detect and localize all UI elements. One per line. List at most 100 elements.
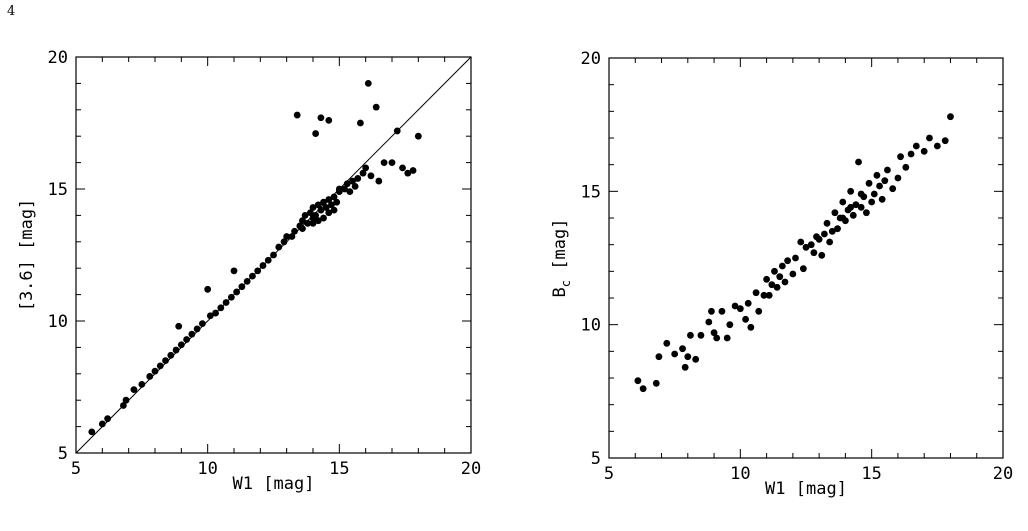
- data-point: [868, 198, 876, 206]
- data-point: [692, 355, 700, 363]
- panel-right: 5 10 15 20 5 10 15 20 W1 [mag] Bc [mag]: [550, 49, 1013, 499]
- page-number: 4: [7, 4, 16, 19]
- data-point: [776, 273, 784, 281]
- data-point: [839, 198, 847, 206]
- data-point: [747, 323, 755, 331]
- data-point: [330, 193, 338, 201]
- data-point: [325, 196, 333, 203]
- data-point: [230, 267, 238, 275]
- x-tick-label: 20: [993, 464, 1013, 484]
- data-point: [876, 182, 883, 190]
- data-point: [317, 114, 325, 122]
- data-point: [409, 167, 417, 174]
- data-point: [773, 283, 781, 291]
- data-point: [907, 150, 915, 158]
- data-point: [293, 111, 301, 119]
- data-point: [826, 238, 834, 246]
- data-point: [204, 285, 212, 293]
- data-point: [325, 116, 333, 124]
- data-point: [333, 198, 341, 206]
- data-point: [687, 331, 694, 339]
- data-point: [288, 233, 296, 240]
- data-point: [697, 331, 705, 339]
- data-point: [349, 177, 356, 185]
- data-point: [259, 262, 267, 269]
- data-point: [375, 177, 383, 185]
- data-point: [193, 325, 201, 333]
- data-point: [122, 396, 130, 404]
- data-point: [870, 190, 878, 198]
- x-tick-label: 10: [730, 464, 750, 484]
- data-point: [188, 330, 196, 338]
- x-tick-label: 5: [71, 459, 81, 479]
- data-point: [243, 278, 251, 285]
- data-point: [177, 341, 185, 349]
- data-point: [380, 159, 388, 167]
- data-point: [839, 214, 847, 222]
- data-point: [671, 350, 679, 358]
- y-tick-label: 5: [58, 444, 68, 464]
- y-tick-label: 20: [48, 48, 68, 68]
- data-point: [857, 190, 865, 198]
- data-point: [254, 267, 262, 275]
- plot-frame: [75, 56, 472, 454]
- data-point: [362, 164, 370, 172]
- data-point: [894, 174, 902, 182]
- data-point: [897, 153, 904, 161]
- data-point: [304, 219, 312, 227]
- data-point: [393, 127, 401, 135]
- data-point: [199, 320, 206, 328]
- x-axis-label: W1 [mag]: [233, 474, 315, 494]
- data-point: [291, 227, 298, 235]
- data-point: [807, 241, 815, 249]
- data-point: [162, 357, 169, 364]
- data-point: [283, 233, 291, 240]
- data-point: [120, 402, 127, 409]
- data-point: [926, 134, 933, 142]
- data-point: [755, 307, 763, 315]
- data-point: [322, 204, 330, 211]
- data-point: [227, 293, 235, 301]
- data-point: [873, 171, 881, 179]
- data-point: [183, 336, 191, 343]
- data-point: [823, 219, 831, 227]
- data-point: [249, 272, 256, 280]
- y-axis-label: Bc [mag]: [550, 219, 573, 298]
- data-point: [818, 251, 826, 259]
- data-point: [404, 169, 412, 177]
- data-point: [172, 346, 180, 354]
- data-point: [341, 185, 348, 193]
- data-point: [357, 119, 364, 127]
- y-tick-label: 10: [48, 312, 68, 332]
- data-point: [206, 312, 214, 320]
- data-point: [731, 302, 739, 310]
- data-point: [831, 209, 839, 217]
- data-point: [175, 322, 183, 330]
- data-point: [771, 267, 778, 275]
- data-point: [138, 380, 146, 388]
- data-point: [857, 203, 865, 211]
- data-point: [736, 305, 744, 313]
- data-point: [828, 227, 836, 235]
- data-point: [367, 172, 375, 180]
- data-point: [884, 166, 891, 174]
- data-point: [705, 318, 713, 326]
- data-point: [742, 315, 749, 323]
- data-point: [820, 230, 828, 238]
- data-point: [320, 214, 327, 222]
- data-point: [330, 206, 338, 214]
- data-point: [933, 142, 941, 150]
- y-tick-label: 5: [591, 449, 601, 469]
- y-tick-label: 15: [581, 182, 601, 202]
- y-tick-label: 15: [48, 180, 68, 200]
- data-point: [941, 137, 949, 145]
- data-point: [797, 238, 805, 246]
- data-point: [399, 164, 406, 172]
- data-point: [354, 175, 362, 182]
- data-point: [663, 339, 671, 347]
- data-point: [781, 278, 789, 286]
- data-point: [98, 420, 106, 428]
- data-point: [744, 299, 752, 307]
- data-point: [167, 351, 175, 359]
